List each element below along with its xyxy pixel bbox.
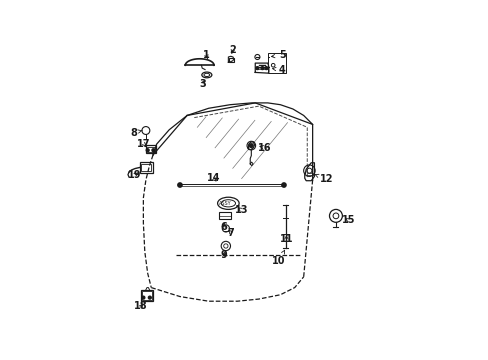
Text: 3: 3 [199, 79, 205, 89]
Text: 18: 18 [134, 301, 148, 311]
Text: 15: 15 [341, 215, 354, 225]
Bar [145, 145, 156, 153]
Circle shape [178, 183, 182, 187]
Circle shape [148, 296, 151, 299]
Text: 19: 19 [127, 170, 141, 180]
Text: 9: 9 [220, 249, 226, 260]
Text: 16: 16 [258, 143, 271, 153]
Bar [147, 147, 155, 152]
Circle shape [261, 67, 264, 69]
Text: 13: 13 [234, 205, 248, 215]
Text: 11: 11 [279, 234, 293, 244]
Bar [228, 58, 234, 62]
Text: 7: 7 [227, 228, 234, 238]
Text: 6: 6 [220, 222, 226, 231]
Bar [142, 291, 152, 300]
Bar [141, 163, 151, 171]
Text: 12: 12 [314, 174, 333, 184]
Text: 14: 14 [206, 173, 220, 183]
Text: 10: 10 [272, 250, 285, 266]
Bar [140, 162, 152, 173]
Circle shape [264, 67, 267, 69]
Circle shape [146, 149, 149, 152]
Text: 5: 5 [271, 50, 285, 60]
Circle shape [142, 296, 144, 299]
Circle shape [281, 183, 285, 187]
Text: 17: 17 [137, 139, 150, 149]
Bar [218, 212, 230, 220]
Text: ASSY: ASSY [218, 201, 231, 206]
Text: 1: 1 [203, 50, 209, 60]
Text: 2: 2 [229, 45, 236, 55]
Bar [267, 53, 286, 73]
Circle shape [152, 149, 155, 152]
Circle shape [249, 144, 253, 147]
Bar [140, 290, 153, 301]
Circle shape [255, 67, 258, 69]
Text: 4: 4 [272, 65, 285, 75]
Text: 8: 8 [130, 128, 142, 138]
